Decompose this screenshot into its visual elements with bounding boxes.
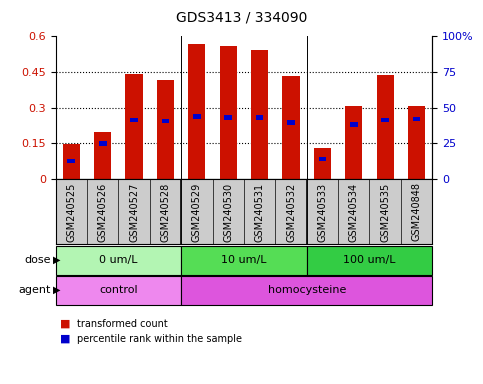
Bar [345,106,362,179]
Text: 100 um/L: 100 um/L [343,255,396,265]
Text: percentile rank within the sample: percentile rank within the sample [77,334,242,344]
Bar [220,46,237,179]
Text: 0 um/L: 0 um/L [99,255,138,265]
Bar [161,119,170,123]
Text: 10 um/L: 10 um/L [221,255,267,265]
Bar [224,115,232,119]
Text: GSM240526: GSM240526 [98,182,108,242]
Text: ▶: ▶ [53,255,61,265]
Bar [283,76,299,179]
Text: control: control [99,285,138,295]
Bar [193,114,201,119]
Text: GDS3413 / 334090: GDS3413 / 334090 [176,10,307,24]
Bar [251,50,268,179]
Bar [126,74,142,179]
Text: ■: ■ [60,334,71,344]
Bar [181,246,307,275]
Bar [307,246,432,275]
Text: GSM240531: GSM240531 [255,182,265,242]
Bar [130,118,138,122]
Bar [94,132,111,179]
Text: ■: ■ [60,319,71,329]
Text: GSM240525: GSM240525 [66,182,76,242]
Bar [188,44,205,179]
Text: homocysteine: homocysteine [268,285,346,295]
Bar [381,118,389,122]
Text: dose: dose [24,255,51,265]
Bar [157,79,174,179]
Bar [377,75,394,179]
Text: GSM240533: GSM240533 [317,182,327,242]
Text: GSM240527: GSM240527 [129,182,139,242]
Text: agent: agent [18,285,51,295]
Bar [314,148,331,179]
Bar [412,117,421,121]
Bar [56,276,181,305]
Bar [181,276,432,305]
Bar [67,159,75,164]
Text: GSM240528: GSM240528 [160,182,170,242]
Text: ▶: ▶ [53,285,61,295]
Text: GSM240532: GSM240532 [286,182,296,242]
Bar [318,157,327,161]
Bar [56,246,181,275]
Text: GSM240848: GSM240848 [412,182,422,242]
Bar [350,122,358,127]
Text: GSM240529: GSM240529 [192,182,202,242]
Text: GSM240535: GSM240535 [380,182,390,242]
Text: GSM240534: GSM240534 [349,182,359,242]
Bar [99,141,107,146]
Text: transformed count: transformed count [77,319,168,329]
Bar [63,144,80,179]
Text: GSM240530: GSM240530 [223,182,233,242]
Bar [408,106,425,179]
Bar [256,115,264,119]
Bar [287,120,295,124]
